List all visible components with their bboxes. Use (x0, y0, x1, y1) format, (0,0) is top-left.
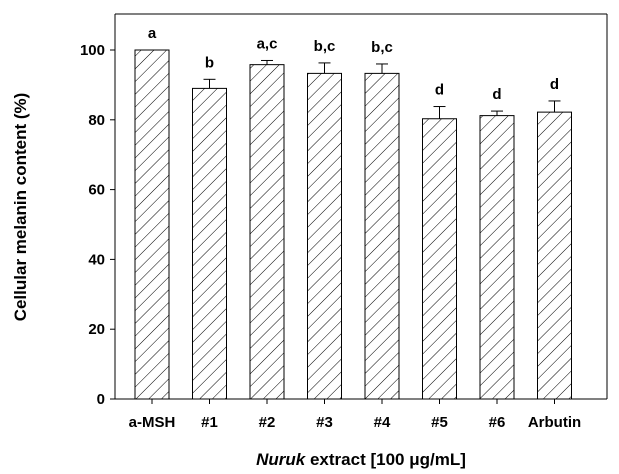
x-tick-label: #3 (316, 414, 333, 431)
bar-1 (192, 87, 227, 400)
significance-label: a (148, 25, 157, 42)
y-tick-label: 20 (88, 321, 105, 338)
y-tick-label: 80 (88, 112, 105, 129)
bars: a b a,c b,c b,c d d d (134, 25, 572, 400)
y-axis-ticks: 0 20 40 60 80 100 (80, 42, 115, 408)
bar-3 (307, 72, 342, 400)
y-tick-label: 0 (97, 391, 105, 408)
bar-6 (479, 115, 515, 400)
significance-label: d (550, 76, 559, 93)
significance-label: d (492, 86, 501, 103)
bar-2 (249, 64, 285, 400)
x-tick-label: #4 (374, 414, 391, 431)
x-axis-title-italic: Nuruk (256, 450, 307, 469)
significance-label: d (435, 82, 444, 99)
x-axis-ticks: a-MSH #1 #2 #3 #4 #5 #6 Arbutin (129, 399, 581, 431)
significance-label: b,c (314, 38, 336, 55)
y-axis-title: Cellular melanin content (%) (11, 93, 30, 322)
bar-amsh (134, 49, 170, 400)
y-tick-label: 100 (80, 42, 105, 59)
plot-frame (114, 13, 608, 400)
y-tick-label: 60 (88, 182, 105, 199)
x-tick-label: #6 (489, 414, 506, 431)
x-tick-label: #5 (431, 414, 448, 431)
x-tick-label: a-MSH (129, 414, 176, 431)
bar-arbutin (537, 111, 572, 400)
significance-label: b,c (371, 39, 393, 56)
x-axis-title-rest: extract [100 μg/mL] (305, 450, 466, 469)
bar-5 (422, 118, 457, 400)
x-tick-label: #2 (259, 414, 276, 431)
bar-4 (364, 72, 400, 400)
significance-label: a,c (257, 35, 278, 52)
x-tick-label: Arbutin (528, 414, 581, 431)
x-tick-label: #1 (201, 414, 218, 431)
y-tick-label: 40 (88, 251, 105, 268)
x-axis-title: Nuruk extract [100 μg/mL] (256, 450, 466, 469)
significance-label: b (205, 54, 214, 71)
